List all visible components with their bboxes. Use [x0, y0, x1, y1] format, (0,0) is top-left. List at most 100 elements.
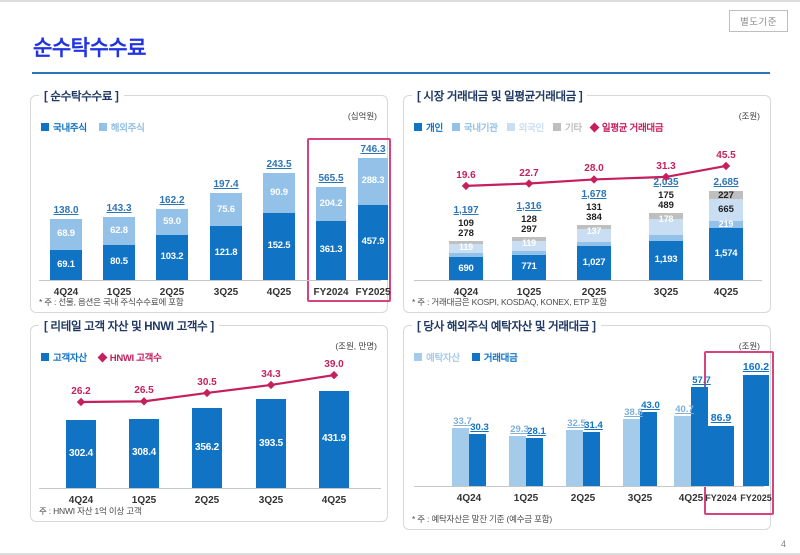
bar-label: 308.4 — [131, 447, 157, 459]
total-label: 1,678 — [581, 188, 607, 200]
unit-label: (조원) — [738, 341, 760, 351]
legend-label: HNWI 고객수 — [109, 353, 162, 364]
bar-label: 278 — [458, 227, 474, 239]
bar-segment — [210, 226, 242, 280]
axis-line — [414, 280, 762, 281]
bar-label: 297 — [521, 223, 537, 235]
legend-label: 일평균 거래대금 — [601, 123, 664, 134]
diamond-marker-icon — [202, 388, 212, 398]
bar-segment — [449, 253, 483, 258]
legend-swatch-icon — [506, 123, 515, 131]
bar-label: 771 — [521, 261, 537, 273]
panel-title: [ 리테일 고객 자산 및 HNWI 고객수 ] — [39, 318, 219, 334]
legend-item: 외국인 — [506, 120, 544, 134]
legend-swatch-icon — [451, 123, 460, 131]
bar-label: 119 — [522, 237, 536, 248]
bar-segment — [674, 415, 691, 486]
legend-item: 거래대금 — [471, 350, 518, 364]
bar-segment — [512, 250, 546, 255]
bar-label: 1,027 — [582, 257, 606, 269]
chart-plot: 302.4 4Q24 308.4 1Q25 356.2 2Q25 393.5 3Q25 431.… — [31, 326, 387, 521]
bar-label: 288.3 — [361, 175, 385, 187]
bar-segment — [358, 157, 388, 205]
bar-segment — [449, 244, 483, 254]
bar-segment — [649, 218, 683, 235]
trend-point-label: 26.5 — [134, 385, 154, 397]
chart-plot: 69.1 68.9 138.0 4Q24 80.5 62.8 143.3 1Q25 103.2 5… — [31, 96, 391, 312]
diamond-marker-icon — [721, 161, 731, 171]
bar-segment — [103, 216, 135, 245]
bar-label: 59.0 — [163, 215, 181, 227]
bar-label: 33.7 — [453, 416, 472, 428]
bar-segment — [263, 212, 295, 280]
bar-segment — [691, 386, 708, 486]
legend-swatch-icon — [41, 353, 49, 361]
bar-segment — [50, 219, 82, 250]
category-label: 3Q25 — [258, 495, 284, 506]
panel-title: [ 당사 해외주식 예탁자산 및 거래대금 ] — [412, 318, 601, 334]
bar-label: 68.9 — [57, 228, 75, 240]
legend-label: 기타 — [564, 123, 582, 134]
legend-swatch-icon — [41, 123, 49, 131]
bar-label: 227 — [718, 189, 734, 201]
bar-segment — [566, 430, 583, 486]
bar-label: 384 — [586, 211, 602, 223]
bar-segment — [512, 236, 546, 241]
legend-item: 해외주식 — [98, 120, 145, 134]
bar-label: 175 — [658, 189, 674, 201]
bar-label: 690 — [458, 262, 474, 274]
panel-title: [ 시장 거래대금 및 일평균거래대금 ] — [412, 88, 588, 104]
category-label: 4Q24 — [453, 287, 479, 298]
bar-label: 356.2 — [194, 441, 220, 453]
category-label: 1Q25 — [516, 287, 542, 298]
category-label: 1Q25 — [513, 493, 539, 504]
bar-label: 90.9 — [270, 186, 288, 198]
total-label: 1,197 — [453, 204, 479, 216]
bar-label: 28.1 — [527, 425, 546, 437]
legend: 고객자산 HNWI 고객수 — [41, 350, 162, 364]
category-label: 2Q25 — [194, 495, 220, 506]
bar-segment — [316, 220, 346, 280]
bar-label: 40.7 — [675, 403, 694, 415]
panel-overseas-stock: [ 당사 해외주식 예탁자산 및 거래대금 ] (조원) 예탁자산 거래대금 33… — [403, 318, 774, 530]
bar-segment — [577, 224, 611, 229]
bar-label: 30.3 — [470, 421, 489, 433]
total-label: 138.0 — [53, 205, 79, 217]
legend-swatch-icon — [414, 123, 422, 131]
category-label: 1Q25 — [131, 495, 157, 506]
bar-label: 204.2 — [319, 198, 343, 209]
bar-label: 128 — [521, 213, 537, 225]
axis-line — [39, 280, 381, 281]
axis-line — [414, 486, 764, 487]
legend-label: 개인 — [426, 123, 443, 134]
category-label: 4Q25 — [678, 493, 704, 504]
diamond-marker-icon — [589, 175, 599, 184]
bar-label: 160.2 — [742, 361, 770, 374]
bar-segment — [709, 191, 743, 199]
bar-label: 43.0 — [641, 400, 660, 412]
bar-label: 57.7 — [692, 374, 711, 386]
bar-segment — [526, 437, 543, 486]
total-label: 1,316 — [516, 200, 542, 212]
legend-item: 일평균 거래대금 — [589, 120, 664, 134]
bar-label: 219 — [718, 218, 734, 229]
total-label: 2,685 — [713, 177, 739, 189]
total-label: 243.5 — [266, 158, 292, 170]
bar-label: 665 — [718, 203, 734, 215]
category-label: 2Q25 — [570, 493, 596, 504]
legend-label: 국내주식 — [53, 123, 87, 134]
bar-segment — [649, 234, 683, 241]
bar-segment — [640, 412, 657, 486]
legend: 개인 국내기관 외국인 기타 일평균 거래대금 — [414, 120, 664, 134]
bar-segment — [452, 428, 469, 486]
bar-segment — [577, 228, 611, 242]
axis-line — [39, 488, 381, 489]
category-label: 2Q25 — [159, 287, 185, 298]
chart-plot: 690 119 278 109 1,197 4Q24 771 119 297 128 1,316 1Q… — [404, 96, 770, 312]
legend-item: 개인 — [414, 120, 443, 134]
bar-label: 121.8 — [214, 247, 238, 259]
bar-segment — [316, 187, 346, 221]
bar-label: 32.5 — [567, 418, 586, 430]
category-label: 4Q25 — [321, 495, 347, 506]
